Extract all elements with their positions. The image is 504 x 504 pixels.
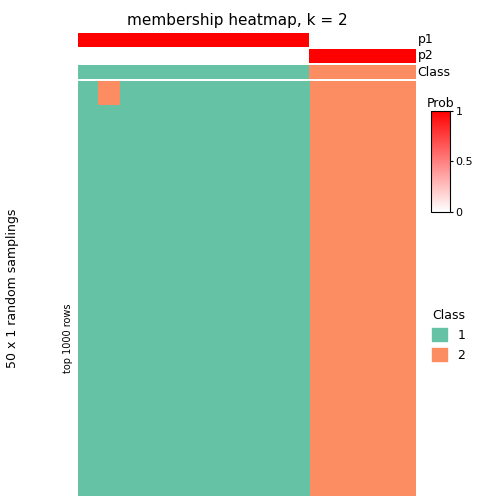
Text: 50 x 1 random samplings: 50 x 1 random samplings [6,209,19,368]
Bar [78,33,309,47]
Text: Class: Class [417,66,451,79]
Bar [309,49,416,63]
Bar [309,33,416,47]
Text: p1: p1 [417,33,433,46]
Bar [78,65,309,79]
Bar [309,65,416,79]
Text: top 1000 rows: top 1000 rows [63,304,73,373]
Bar [78,49,309,63]
Text: p2: p2 [417,49,433,62]
Legend: 1, 2: 1, 2 [432,309,465,362]
Text: membership heatmap, k = 2: membership heatmap, k = 2 [127,13,347,28]
Title: Prob: Prob [427,97,454,110]
